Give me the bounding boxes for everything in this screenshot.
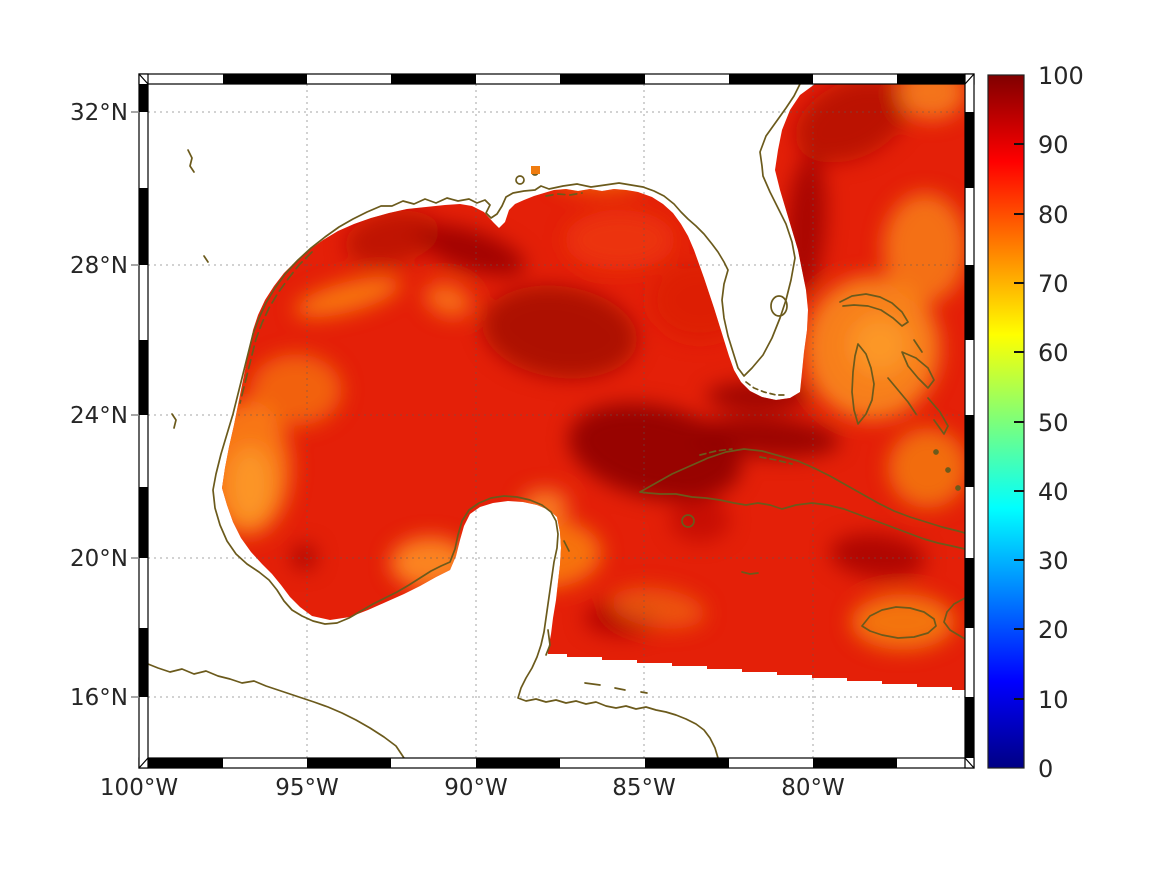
colorbar-tick-label: 80: [1038, 201, 1069, 229]
lake-okeechobee: [770, 295, 788, 317]
isla-juventud: [681, 514, 695, 528]
hispaniola-coastline: [943, 597, 965, 640]
small-islands-and-lakes: [171, 149, 648, 694]
lon-tick-label: 90°W: [444, 775, 508, 801]
coastline-layer: [148, 84, 965, 758]
colorbar-tick-marks: [1014, 143, 1024, 700]
orange-data-cell: [531, 166, 540, 174]
lat-tick-marks: [131, 111, 139, 698]
colorbar-tick-label: 40: [1038, 478, 1069, 506]
colorbar-tick-label: 10: [1038, 686, 1069, 714]
lat-tick-label: 16°N: [70, 685, 128, 711]
colorbar-tick-label: 30: [1038, 547, 1069, 575]
colorbar-tick-label: 50: [1038, 409, 1069, 437]
colorbar-tick-label: 20: [1038, 616, 1069, 644]
cuba-coastline: [639, 448, 965, 550]
lat-tick-label: 28°N: [70, 253, 128, 279]
cayman-islands: [741, 571, 759, 575]
jamaica-coastline: [861, 606, 937, 639]
lon-tick-label: 85°W: [612, 775, 676, 801]
map-frame: [131, 73, 975, 769]
colorbar-tick-label: 60: [1038, 339, 1069, 367]
colorbar-tick-label: 90: [1038, 131, 1069, 159]
texas-barrier-islands: [239, 251, 313, 404]
bahamas-islands: [839, 293, 961, 491]
colorbar-tick-label: 0: [1038, 755, 1053, 783]
mainland-coastline: [212, 84, 801, 758]
cuba-north-cays: [699, 448, 793, 465]
axis-labels: 32°N 28°N 24°N 20°N 16°N 100°W 95°W 90°W…: [70, 100, 845, 801]
pacific-coastline: [148, 663, 405, 758]
lat-tick-label: 20°N: [70, 546, 128, 572]
colorbar-tick-label: 100: [1038, 62, 1084, 90]
colorbar-tick-label: 70: [1038, 270, 1069, 298]
gridlines: [148, 84, 965, 758]
lat-tick-label: 32°N: [70, 100, 128, 126]
colorbar-labels: 100 90 80 70 60 50 40 30 20 10 0: [1038, 62, 1084, 783]
florida-keys: [745, 381, 787, 396]
lon-tick-label: 80°W: [781, 775, 845, 801]
lon-tick-label: 95°W: [275, 775, 339, 801]
lon-tick-label: 100°W: [100, 775, 178, 801]
mississippi-barrier-islands: [545, 192, 583, 197]
colorbar: 100 90 80 70 60 50 40 30 20 10 0: [987, 62, 1084, 783]
lat-tick-label: 24°N: [70, 403, 128, 429]
